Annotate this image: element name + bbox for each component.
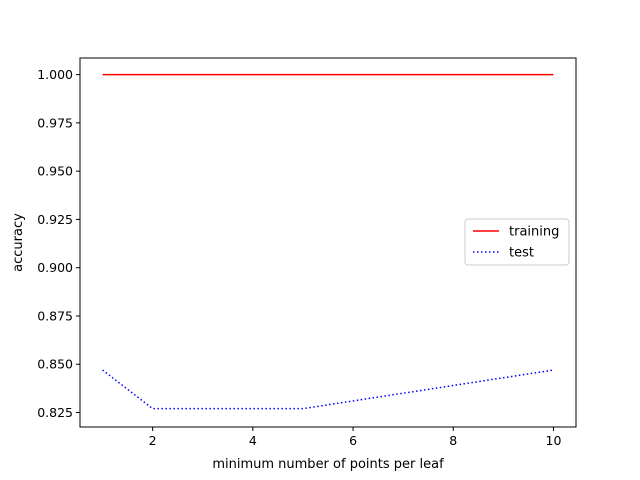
y-axis-label: accuracy (11, 213, 26, 272)
y-axis: 0.825 0.850 0.875 0.900 0.925 0.950 0.975 1.000 (37, 67, 80, 420)
x-tick-label: 8 (449, 433, 457, 448)
y-tick-label: 1.000 (37, 67, 73, 82)
x-axis-label: minimum number of points per leaf (212, 457, 444, 472)
series-line-test (102, 369, 554, 410)
plot-frame (79, 57, 577, 428)
x-tick-label: 6 (349, 433, 357, 448)
legend-label-training: training (509, 225, 559, 240)
y-tick-label: 0.875 (37, 308, 73, 323)
y-tick-label: 0.925 (37, 212, 73, 227)
y-tick-label: 0.825 (37, 405, 73, 420)
x-axis: 2 4 6 8 10 (149, 427, 562, 448)
x-tick-label: 2 (149, 433, 157, 448)
y-tick-label: 0.950 (37, 164, 73, 179)
y-tick-label: 0.975 (37, 115, 73, 130)
legend: training test (464, 218, 570, 266)
legend-label-test: test (509, 246, 534, 261)
x-tick-label: 10 (546, 433, 562, 448)
x-tick-label: 4 (249, 433, 257, 448)
y-tick-label: 0.850 (37, 357, 73, 372)
series-layer (102, 73, 554, 410)
y-tick-label: 0.900 (37, 260, 73, 275)
